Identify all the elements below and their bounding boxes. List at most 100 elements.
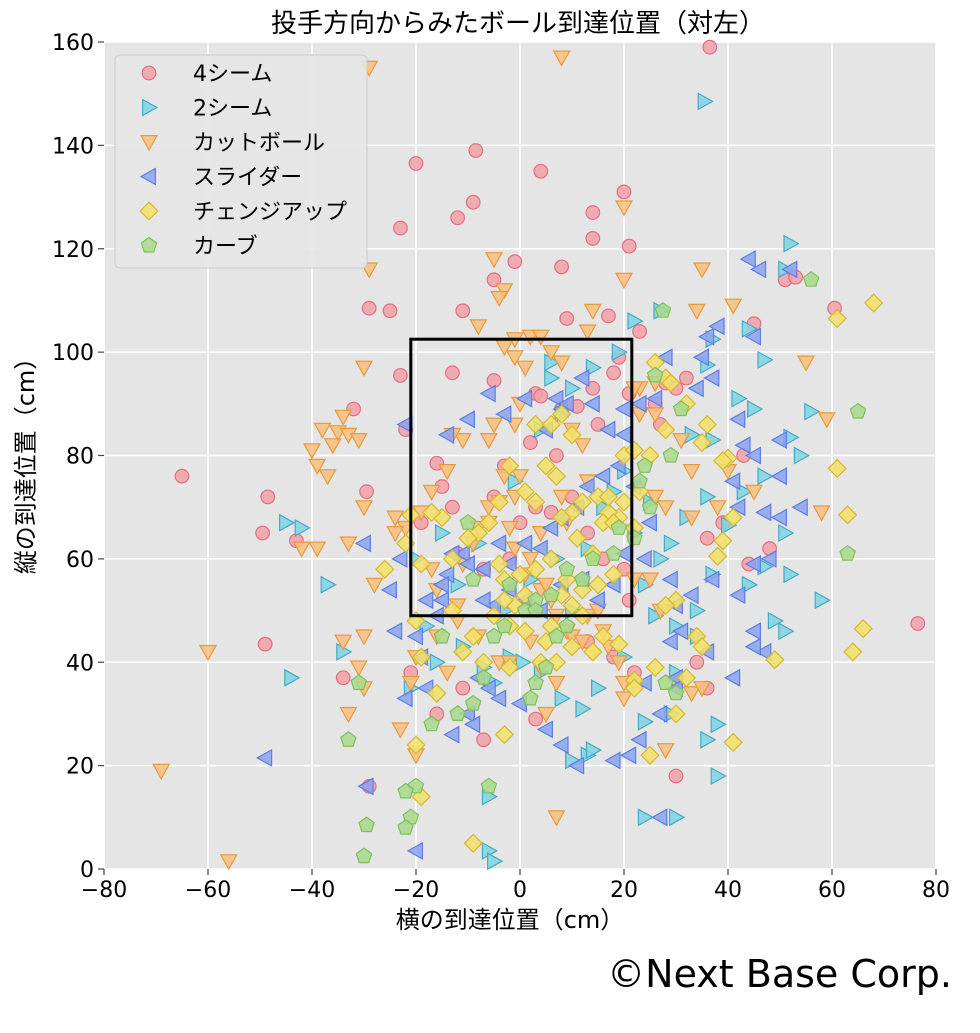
data-point [708, 500, 727, 517]
data-point [544, 368, 561, 388]
data-point [729, 498, 746, 517]
data-point [455, 680, 471, 696]
data-point [489, 534, 507, 553]
y-axis-label: 縦の到達位置（cm） [12, 346, 40, 575]
data-point [257, 636, 273, 652]
data-point [668, 768, 684, 784]
y-tick-label: 160 [52, 31, 94, 56]
data-point [355, 847, 373, 864]
data-point [489, 554, 509, 574]
data-point [567, 756, 585, 775]
data-point [692, 348, 710, 367]
data-point [521, 551, 540, 569]
legend-label: 4シーム [193, 62, 272, 87]
data-point [474, 560, 491, 579]
data-point [490, 290, 509, 308]
legend-marker [142, 98, 159, 117]
y-tick-label: 140 [52, 134, 94, 159]
data-point [547, 810, 566, 827]
data-point [697, 92, 714, 111]
data-point [672, 433, 691, 450]
data-point [260, 489, 276, 505]
data-point [614, 691, 634, 708]
data-point [654, 302, 672, 318]
data-point [656, 743, 675, 760]
data-point [489, 689, 507, 708]
data-point [435, 523, 452, 543]
y-tick-label: 80 [66, 445, 94, 470]
data-point [583, 303, 602, 321]
data-point [692, 637, 712, 657]
data-point [406, 735, 426, 755]
data-point [700, 730, 717, 749]
data-point [682, 686, 701, 703]
data-point [609, 655, 628, 672]
data-point [349, 433, 368, 450]
data-point [551, 507, 572, 528]
data-point [552, 489, 571, 507]
legend-label: カーブ [193, 235, 258, 260]
data-point [791, 498, 808, 517]
data-point [744, 484, 764, 501]
data-point [546, 466, 567, 486]
data-point [676, 668, 697, 688]
data-point [585, 380, 601, 396]
data-point [485, 627, 503, 644]
data-point [443, 725, 460, 744]
data-point [433, 627, 451, 644]
data-point [438, 464, 457, 481]
data-point [760, 549, 777, 568]
data-point [692, 681, 712, 698]
y-tick-label: 60 [66, 548, 94, 573]
data-point [585, 358, 603, 377]
data-point [849, 402, 867, 419]
data-point [557, 394, 574, 413]
data-point [636, 457, 654, 473]
data-point [666, 704, 686, 724]
data-point [469, 319, 488, 336]
data-point [523, 435, 538, 450]
data-point [406, 841, 423, 860]
data-point [284, 668, 301, 687]
data-point [547, 389, 564, 408]
data-point [496, 617, 513, 634]
data-point [731, 389, 748, 408]
data-point [687, 303, 706, 321]
data-point [837, 505, 858, 525]
data-point [588, 591, 606, 610]
data-point [863, 293, 884, 313]
data-point [476, 732, 492, 748]
data-point [422, 484, 441, 501]
data-point [308, 541, 327, 558]
data-point [609, 634, 629, 654]
y-tick-label: 20 [66, 755, 94, 780]
data-point [632, 324, 647, 339]
data-point [401, 675, 420, 693]
data-point [723, 668, 741, 687]
data-points [152, 39, 926, 871]
data-point [391, 722, 410, 739]
data-point [744, 327, 762, 346]
data-point [603, 564, 624, 585]
data-point [536, 706, 556, 724]
data-point [621, 238, 637, 254]
data-point [515, 482, 535, 502]
data-point [475, 669, 492, 685]
data-point [468, 143, 484, 158]
data-point [453, 642, 473, 662]
data-point [573, 438, 592, 455]
data-point [661, 570, 678, 589]
data-point [814, 591, 831, 610]
data-point [542, 345, 561, 362]
data-point [624, 440, 645, 460]
data-point [755, 503, 772, 522]
data-point [682, 586, 699, 605]
data-point [411, 647, 431, 667]
data-point [464, 694, 482, 711]
data-point [585, 741, 603, 760]
data-point [421, 502, 442, 523]
data-point [682, 464, 701, 481]
data-point [770, 508, 788, 527]
data-point [558, 560, 576, 577]
